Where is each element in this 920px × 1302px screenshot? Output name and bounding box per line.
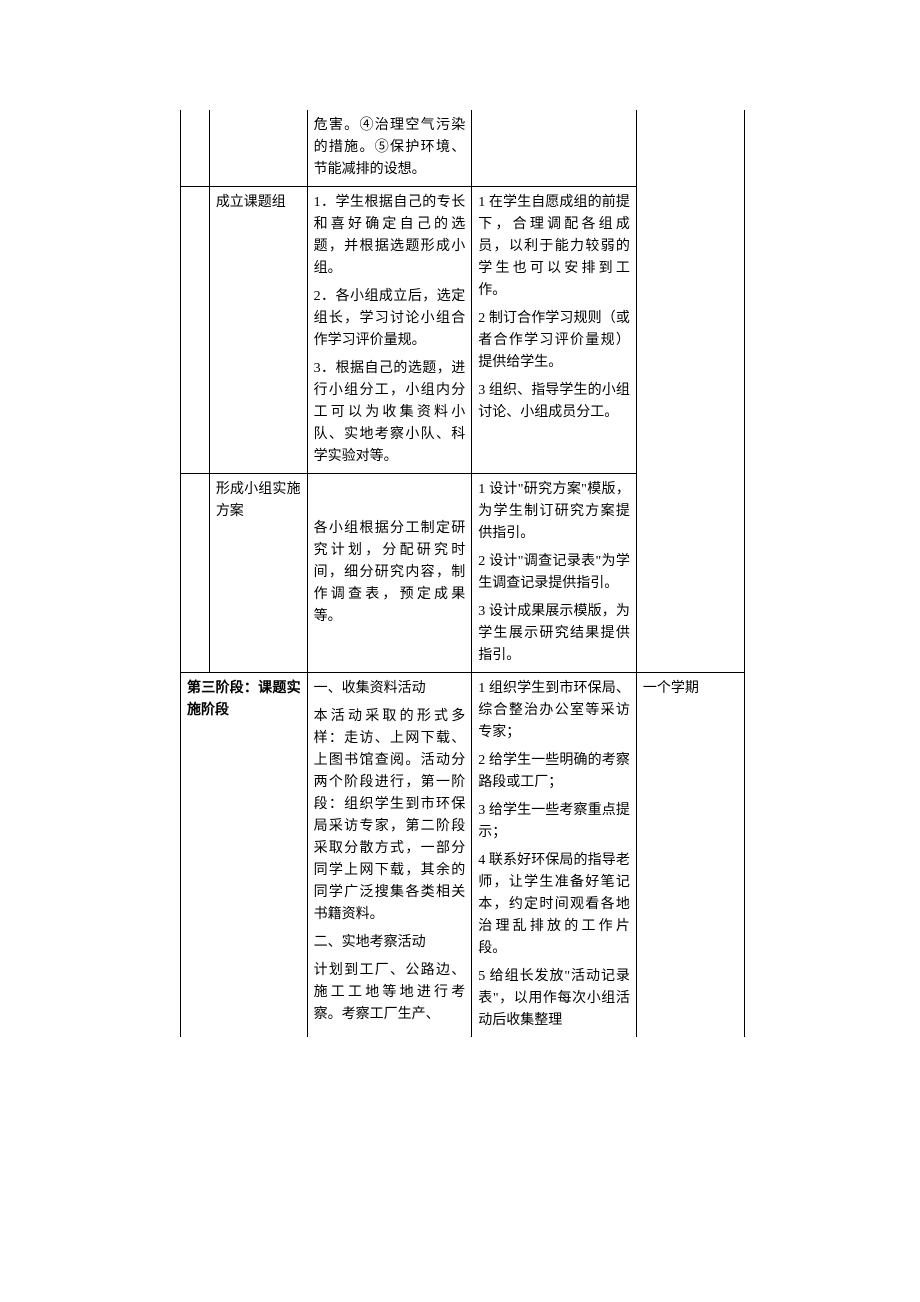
cell-r2-c3: 1．学生根据自己的专长和喜好确定自己的选题，并根据选题形成小组。 2．各小组成立… <box>307 187 472 474</box>
table-body: 危害。④治理空气污染的措施。⑤保护环境、节能减排的设想。 成立课题组 1．学生根… <box>181 110 745 1037</box>
cell-r3-c3: 各小组根据分工制定研究计划，分配研究时间，细分研究内容，制作调查表，预定成果等。 <box>307 474 472 673</box>
cell-r1-c5 <box>636 110 744 187</box>
table-row: 形成小组实施方案 各小组根据分工制定研究计划，分配研究时间，细分研究内容，制作调… <box>181 474 745 673</box>
cell-r3-c4: 1 设计"研究方案"模版，为学生制订研究方案提供指引。 2 设计"调查记录表"为… <box>472 474 637 673</box>
para: 2．各小组成立后，选定组长，学习讨论小组合作学习评价量规。 <box>314 286 466 352</box>
para: 2 给学生一些明确的考察路段或工厂； <box>478 750 630 794</box>
cell-r1-c1 <box>181 110 210 187</box>
cell-r2-c1 <box>181 187 210 474</box>
cell-r4-c3: 一、收集资料活动 本活动采取的形式多样：走访、上网下载、上图书馆查阅。活动分两个… <box>307 673 472 1038</box>
cell-r2-c4: 1 在学生自愿成组的前提下，合理调配各组成员，以利于能力较弱的学生也可以安排到工… <box>472 187 637 474</box>
phase-title: 第三阶段：课题实施阶段 <box>187 681 301 718</box>
para: 3 设计成果展示模版，为学生展示研究结果提供指引。 <box>478 601 630 667</box>
cell-r1-c2 <box>209 110 307 187</box>
para: 1．学生根据自己的专长和喜好确定自己的选题，并根据选题形成小组。 <box>314 192 466 280</box>
cell-r3-c2: 形成小组实施方案 <box>209 474 307 673</box>
cell-r3-c1 <box>181 474 210 673</box>
document-table: 危害。④治理空气污染的措施。⑤保护环境、节能减排的设想。 成立课题组 1．学生根… <box>180 110 745 1037</box>
para: 一、收集资料活动 <box>314 678 466 700</box>
para: 4 联系好环保局的指导老师，让学生准备好笔记本，约定时间观看各地治理乱排放的工作… <box>478 850 630 960</box>
para: 1 在学生自愿成组的前提下，合理调配各组成员，以利于能力较弱的学生也可以安排到工… <box>478 192 630 302</box>
para: 二、实地考察活动 <box>314 932 466 954</box>
cell-r2-c2: 成立课题组 <box>209 187 307 474</box>
cell-r1-c4 <box>472 110 637 187</box>
para: 2 制订合作学习规则（或者合作学习评价量规）提供给学生。 <box>478 308 630 374</box>
cell-r4-c4: 1 组织学生到市环保局、综合整治办公室等采访专家； 2 给学生一些明确的考察路段… <box>472 673 637 1038</box>
para: 3 给学生一些考察重点提示； <box>478 800 630 844</box>
para: 5 给组长发放"活动记录表"，以用作每次小组活动后收集整理 <box>478 966 630 1032</box>
para: 1 组织学生到市环保局、综合整治办公室等采访专家； <box>478 678 630 744</box>
cell-r2-c5 <box>636 187 744 474</box>
table-row: 成立课题组 1．学生根据自己的专长和喜好确定自己的选题，并根据选题形成小组。 2… <box>181 187 745 474</box>
para: 3 组织、指导学生的小组讨论、小组成员分工。 <box>478 380 630 424</box>
cell-r3-c5 <box>636 474 744 673</box>
cell-r4-c5: 一个学期 <box>636 673 744 1038</box>
para: 2 设计"调查记录表"为学生调查记录提供指引。 <box>478 551 630 595</box>
para: 本活动采取的形式多样：走访、上网下载、上图书馆查阅。活动分两个阶段进行，第一阶段… <box>314 706 466 926</box>
para: 计划到工厂、公路边、施工工地等地进行考察。考察工厂生产、 <box>314 960 466 1026</box>
cell-r1-c3: 危害。④治理空气污染的措施。⑤保护环境、节能减排的设想。 <box>307 110 472 187</box>
para: 各小组根据分工制定研究计划，分配研究时间，细分研究内容，制作调查表，预定成果等。 <box>314 518 466 628</box>
table-row: 第三阶段：课题实施阶段 一、收集资料活动 本活动采取的形式多样：走访、上网下载、… <box>181 673 745 1038</box>
cell-r4-c1-2: 第三阶段：课题实施阶段 <box>181 673 308 1038</box>
table-row: 危害。④治理空气污染的措施。⑤保护环境、节能减排的设想。 <box>181 110 745 187</box>
para: 3．根据自己的选题，进行小组分工，小组内分工可以为收集资料小队、实地考察小队、科… <box>314 358 466 468</box>
para: 1 设计"研究方案"模版，为学生制订研究方案提供指引。 <box>478 479 630 545</box>
